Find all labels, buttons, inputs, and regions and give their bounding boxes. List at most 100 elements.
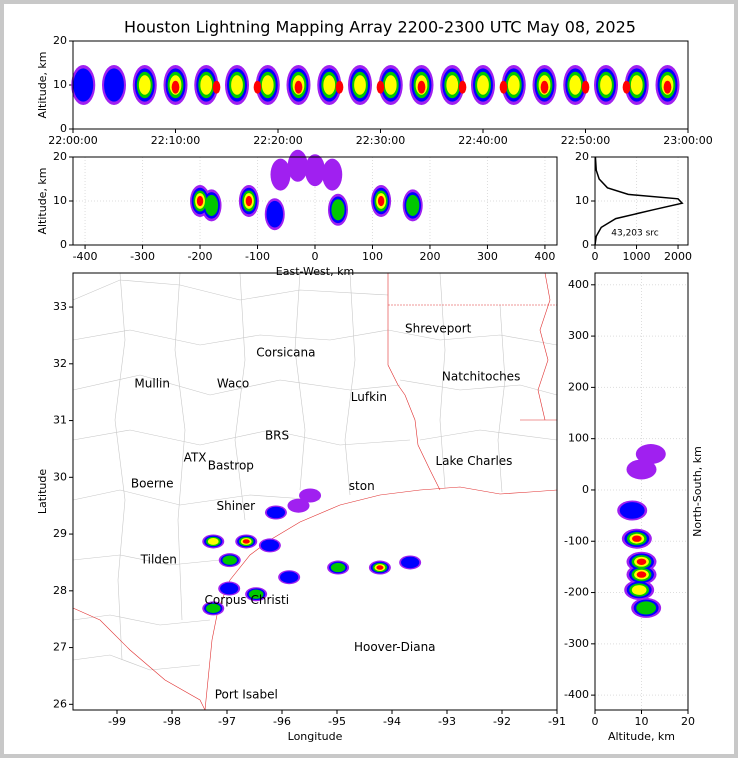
y-tick-label: 400	[568, 278, 589, 291]
source-cluster	[507, 75, 520, 95]
source-cluster	[245, 195, 253, 207]
source-cluster	[406, 194, 420, 216]
x-tick-label: 22:50:00	[561, 134, 610, 147]
x-tick-label: 22:10:00	[151, 134, 200, 147]
y-tick-label: -300	[564, 637, 589, 650]
source-cluster	[305, 154, 325, 187]
y-tick-label: 20	[575, 150, 589, 163]
source-cluster	[104, 68, 124, 102]
x-tick-label: 20	[681, 715, 695, 728]
y-axis-label: Altitude, km	[36, 51, 49, 118]
x-tick-label: -200	[188, 250, 213, 263]
city-label: Port Isabel	[215, 688, 278, 702]
x-axis-label: East-West, km	[276, 265, 354, 278]
source-cluster	[323, 75, 336, 95]
x-tick-label: 2000	[664, 250, 692, 263]
source-cluster	[287, 149, 308, 182]
source-cluster	[622, 80, 631, 94]
source-cluster	[212, 80, 221, 94]
source-cluster	[299, 488, 322, 503]
city-label: Bastrop	[208, 458, 254, 472]
source-cluster	[220, 582, 239, 595]
y-tick-label: 0	[582, 483, 589, 496]
source-cluster	[196, 195, 204, 207]
source-cluster	[636, 571, 647, 578]
x-axis-label: Longitude	[288, 730, 343, 743]
source-cluster	[138, 75, 151, 95]
annotation: 43,203 src	[611, 229, 659, 239]
city-label: Natchitoches	[442, 369, 520, 383]
y-tick-label: 10	[53, 194, 67, 207]
source-cluster	[477, 75, 489, 95]
city-label: Corsicana	[256, 346, 315, 360]
x-tick-label: 22:40:00	[458, 134, 507, 147]
x-tick-label: -96	[273, 715, 291, 728]
plot-frame	[72, 272, 558, 711]
y-axis-label: Altitude, km	[36, 167, 49, 234]
x-tick-label: 0	[592, 715, 599, 728]
source-cluster	[73, 68, 94, 102]
x-tick-label: 22:00:00	[48, 134, 97, 147]
x-tick-label: -300	[130, 250, 155, 263]
y-axis-label: North-South, km	[691, 446, 704, 537]
y-axis-label: Latitude	[36, 469, 49, 515]
source-cluster	[266, 506, 286, 519]
altitude-histogram	[594, 156, 684, 246]
city-label: Shiner	[217, 499, 256, 513]
source-cluster	[248, 589, 264, 599]
y-tick-label: 20	[53, 34, 67, 47]
source-cluster	[171, 80, 180, 94]
source-cluster	[260, 539, 280, 552]
source-cluster	[200, 75, 213, 95]
x-tick-label: -97	[218, 715, 236, 728]
y-tick-label: 28	[53, 584, 67, 597]
x-tick-label: 0	[592, 250, 599, 263]
source-cluster	[630, 75, 643, 95]
source-cluster	[270, 158, 291, 191]
y-tick-label: 27	[53, 641, 67, 654]
source-cluster	[207, 538, 219, 545]
source-cluster	[280, 571, 299, 584]
source-cluster	[231, 75, 243, 95]
y-tick-label: 29	[53, 527, 67, 540]
source-cluster	[631, 585, 647, 595]
x-tick-label: 1000	[623, 250, 651, 263]
x-tick-label: 200	[419, 250, 440, 263]
source-cluster	[205, 603, 221, 614]
y-tick-label: 0	[582, 238, 589, 251]
x-tick-label: -92	[493, 715, 511, 728]
x-tick-label: 22:30:00	[356, 134, 405, 147]
y-tick-label: 300	[568, 329, 589, 342]
city-label: Tilden	[140, 553, 177, 567]
x-tick-label: -400	[73, 250, 98, 263]
source-cluster	[446, 75, 459, 95]
x-tick-label: 22:20:00	[253, 134, 302, 147]
y-tick-label: 33	[53, 300, 67, 313]
plot-frame	[72, 156, 558, 246]
source-cluster	[261, 75, 274, 95]
x-tick-label: -95	[328, 715, 346, 728]
source-cluster	[632, 535, 642, 542]
plot-frame	[594, 156, 689, 246]
y-tick-label: 31	[53, 414, 67, 427]
source-cluster	[499, 80, 508, 94]
y-tick-label: -100	[564, 534, 589, 547]
y-tick-label: 200	[568, 380, 589, 393]
source-cluster	[636, 558, 647, 565]
x-tick-label: -98	[163, 715, 181, 728]
source-cluster	[322, 158, 343, 191]
y-tick-label: -400	[564, 688, 589, 701]
source-cluster	[569, 75, 582, 95]
x-tick-label: -99	[108, 715, 126, 728]
city-label: Lufkin	[351, 390, 387, 404]
source-cluster	[376, 565, 384, 570]
source-cluster	[619, 502, 645, 519]
city-label: ATX	[184, 451, 207, 465]
plot-frame	[72, 40, 689, 130]
city-label: Waco	[217, 377, 249, 391]
x-tick-label: 23:00:00	[663, 134, 712, 147]
x-tick-label: 100	[362, 250, 383, 263]
source-cluster	[600, 75, 612, 95]
source-cluster	[204, 194, 219, 216]
x-tick-label: 10	[635, 715, 649, 728]
